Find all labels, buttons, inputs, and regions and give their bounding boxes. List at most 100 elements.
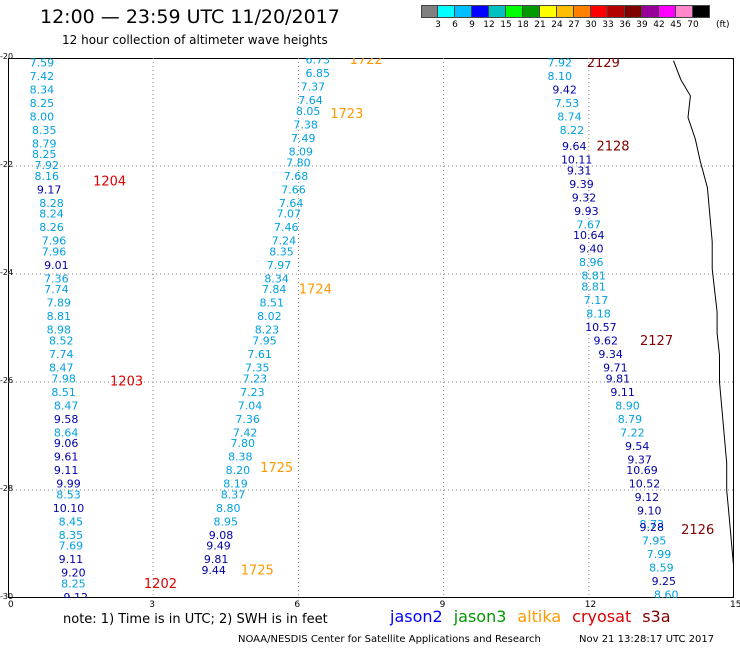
wave-height-label: 7.24 [272,235,297,248]
legend-tick-label: 21 [534,20,546,30]
wave-height-label: 7.66 [281,183,306,196]
wave-height-label: 7.74 [44,283,69,296]
x-tick-label: 3 [149,600,155,610]
legend-swatch [455,5,472,18]
wave-height-label: 7.68 [284,170,309,183]
wave-height-label: 9.31 [567,164,592,177]
wave-height-label: 8.25 [61,578,86,591]
wave-height-label: 7.64 [298,94,323,107]
color-legend [421,5,710,18]
wave-height-label: 8.74 [557,110,582,123]
wave-height-label: 10.64 [573,229,605,242]
wave-height-label: 8.35 [32,124,57,137]
wave-height-label: 7.74 [49,348,74,361]
wave-height-label: 6.73 [306,58,331,67]
wave-height-label: 8.95 [214,515,239,528]
legend-tick-label: 30 [585,20,597,30]
wave-height-label: 8.10 [548,70,573,83]
wave-height-label: 9.99 [56,478,81,491]
legend-swatch [574,5,591,18]
legend-swatch [693,5,710,18]
legend-tick-label: 27 [568,20,580,30]
wave-height-label: 8.38 [228,451,253,464]
legend-swatch [472,5,489,18]
satellite-s3a-label: s3a [642,607,671,626]
wave-height-label: 7.67 [577,218,602,231]
wave-height-label: 7.99 [647,548,672,561]
wave-height-label: 8.51 [51,386,76,399]
legend-tick-label: 9 [469,20,475,30]
wave-height-label: 8.26 [39,221,64,234]
wave-height-label: 9.32 [572,191,597,204]
wave-height-label: 8.02 [257,310,282,323]
wave-height-label: 9.25 [652,575,677,588]
wave-height-label: 8.25 [30,97,55,110]
wave-height-label: 8.45 [59,515,84,528]
wave-height-label: 9.12 [635,491,660,504]
wave-height-label: 7.95 [252,335,277,348]
wave-height-label: 8.81 [581,270,606,283]
wave-height-label: 7.49 [291,132,316,145]
wave-height-label: 9.12 [64,591,89,598]
wave-height-label: 9.71 [603,362,628,375]
wave-height-label: 9.11 [59,553,84,566]
wave-height-label: 9.81 [204,553,229,566]
x-tick-label: 0 [8,600,14,610]
y-tick-label: -30 [0,592,14,601]
wave-height-label: 7.80 [230,437,255,450]
wave-height-label: 9.61 [54,451,79,464]
wave-height-label: 7.04 [238,399,263,412]
wave-height-label: 8.37 [221,488,246,501]
time-marker-label: 1722 [350,58,383,68]
wave-height-label: 9.62 [593,335,618,348]
legend-tick-label: 12 [483,20,495,30]
wave-height-label: 9.37 [627,453,652,466]
wave-height-label: 8.98 [47,324,72,337]
wave-height-label: 7.36 [235,413,260,426]
time-marker-label: 2128 [596,140,629,155]
wave-height-label: 9.20 [61,567,86,580]
wave-height-label: 9.40 [579,243,604,256]
wave-height-label: 8.16 [34,170,59,183]
wave-height-label: 8.05 [296,105,321,118]
wave-height-label: 7.80 [286,156,311,169]
legend-tick-label: 3 [435,20,441,30]
wave-height-label: 8.34 [264,272,289,285]
legend-swatch [676,5,693,18]
wave-height-label: 8.19 [223,478,248,491]
legend-tick-label: 70 [687,20,699,30]
wave-height-label: 7.89 [47,297,72,310]
wave-height-map: 7.597.428.348.258.008.358.798.257.928.16… [8,58,734,598]
legend-swatch [438,5,455,18]
wave-height-label: 8.79 [618,413,643,426]
y-tick-label: -26 [0,376,14,385]
legend-tick-label: 24 [551,20,563,30]
legend-swatch [523,5,540,18]
wave-height-label: 8.79 [32,137,57,150]
wave-height-label: 8.90 [615,399,640,412]
legend-unit: (ft) [716,20,730,30]
wave-height-label: 8.59 [649,561,674,574]
satellite-jason2-label: jason2 [390,607,443,626]
legend-tick-label: 45 [670,20,682,30]
wave-height-label: 8.23 [255,324,280,337]
time-marker-label: 2126 [681,523,714,538]
legend-tick-label: 18 [517,20,529,30]
wave-height-label: 8.81 [47,310,72,323]
wave-height-label: 7.22 [620,426,645,439]
wave-height-label: 9.39 [569,178,594,191]
legend-tick-labels: 3 6 9 12 15 18 21 24 27 30 33 36 39 42 45 70 [421,20,727,34]
y-tick-label: -28 [0,484,14,493]
wave-height-label: 9.28 [639,521,664,534]
wave-height-label: 7.35 [245,362,270,375]
x-tick-label: 12 [584,600,597,610]
wave-height-label: 10.11 [561,154,593,167]
wave-height-label: 7.53 [555,97,580,110]
wave-height-label: 9.17 [37,183,62,196]
credit-text: NOAA/NESDIS Center for Satellite Applica… [238,634,541,645]
y-tick-label: -22 [0,160,14,169]
wave-height-label: 8.60 [654,588,679,598]
wave-height-label: 6.85 [306,67,331,80]
wave-height-label: 7.96 [42,245,67,258]
wave-height-label: 7.42 [233,426,258,439]
